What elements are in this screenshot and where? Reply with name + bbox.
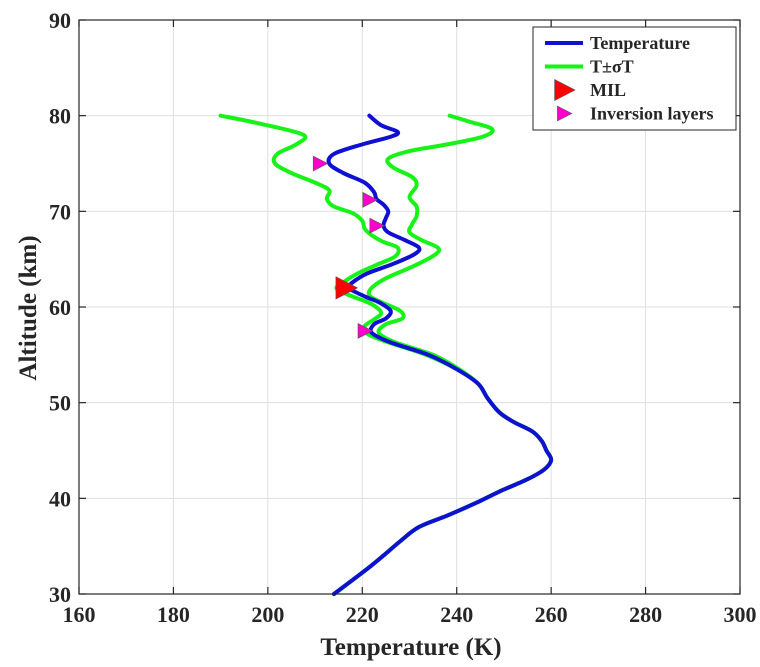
y-tick-label: 80 (49, 104, 71, 129)
legend: Temperature T±σT MIL Inversion layers (532, 26, 737, 131)
x-tick-label: 280 (629, 602, 662, 627)
y-tick-label: 30 (49, 582, 71, 607)
series-line-temperature (326, 113, 554, 596)
y-tick-label: 50 (49, 391, 71, 416)
x-tick-label: 180 (157, 602, 190, 627)
x-tick-label: 240 (440, 602, 473, 627)
inversion-layer-marker (312, 155, 329, 172)
legend-label-inversion-layers: Inversion layers (590, 104, 714, 124)
legend-label-t-sigma: T±σT (590, 57, 634, 77)
marker-layer (312, 155, 385, 339)
inversion-layer-marker (362, 191, 378, 208)
x-tick-label: 300 (724, 602, 757, 627)
y-tick-label: 70 (49, 199, 71, 224)
y-tick-label: 40 (49, 486, 71, 511)
mil-marker (335, 276, 359, 300)
legend-label-temperature: Temperature (590, 33, 690, 53)
series-layer (218, 113, 554, 596)
y-tick-label: 60 (49, 295, 71, 320)
legend-label-mil: MIL (590, 80, 626, 100)
axis-layer: 160 180 200 220 240 260 280 300 30 40 50 60 70 80 90 (49, 8, 757, 627)
x-tick-label: 160 (63, 602, 96, 627)
y-axis-title: Altitude (km) (15, 235, 42, 380)
inversion-layer-marker (357, 323, 374, 339)
x-tick-label: 200 (251, 602, 284, 627)
x-tick-label: 260 (535, 602, 568, 627)
inversion-layer-marker (369, 217, 385, 234)
legend-swatch-inversion-layers (557, 105, 573, 122)
legend-swatch-mil (554, 79, 576, 101)
x-tick-label: 220 (346, 602, 379, 627)
x-axis-title: Temperature (K) (320, 634, 501, 661)
y-tick-label: 90 (49, 8, 71, 33)
